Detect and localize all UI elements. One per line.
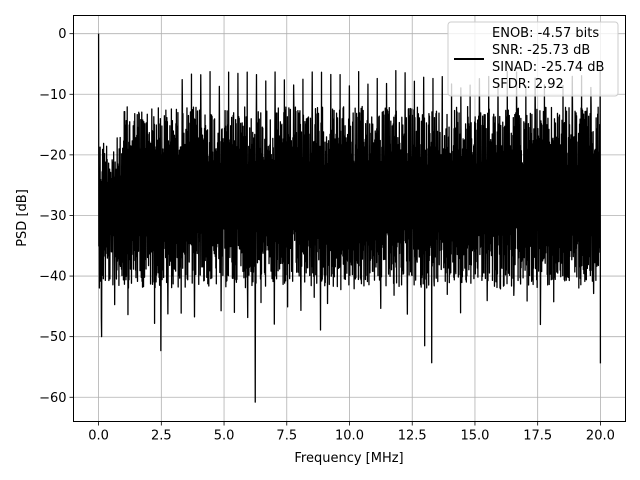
- x-tick-label: 0.0: [88, 429, 109, 444]
- psd-series-line: [97, 33, 602, 403]
- x-tick-label: 17.5: [523, 429, 552, 444]
- y-tick-label: −20: [39, 148, 66, 163]
- y-axis-label: PSD [dB]: [15, 189, 30, 247]
- y-tick-label: −30: [39, 209, 66, 224]
- series-layer: [97, 33, 602, 403]
- legend: ENOB: -4.57 bits SNR: -25.73 dB SINAD: -…: [447, 21, 619, 97]
- legend-enob: ENOB: -4.57 bits: [492, 26, 599, 41]
- legend-box: [447, 21, 619, 97]
- x-tick-label: 7.5: [276, 429, 297, 444]
- ticks: 0.0 2.5 5.0 7.5 10.0 12.5 15.0 17.5 20.0 0 −10 −20 −…: [39, 27, 615, 443]
- legend-snr: SNR: -25.73 dB: [492, 43, 590, 58]
- y-tick-label: 0: [58, 27, 66, 42]
- y-tick-label: −10: [39, 88, 66, 103]
- y-tick-label: −50: [39, 330, 66, 345]
- x-tick-label: 10.0: [335, 429, 364, 444]
- y-tick-label: −40: [39, 270, 66, 285]
- x-tick-label: 12.5: [398, 429, 427, 444]
- x-tick-label: 15.0: [460, 429, 489, 444]
- x-tick-label: 5.0: [214, 429, 235, 444]
- legend-sinad: SINAD: -25.74 dB: [492, 60, 604, 75]
- y-tick-label: −60: [39, 391, 66, 406]
- legend-sfdr: SFDR: 2.92: [492, 77, 564, 92]
- x-axis-label: Frequency [MHz]: [294, 451, 403, 466]
- x-tick-label: 2.5: [151, 429, 172, 444]
- x-tick-label: 20.0: [586, 429, 615, 444]
